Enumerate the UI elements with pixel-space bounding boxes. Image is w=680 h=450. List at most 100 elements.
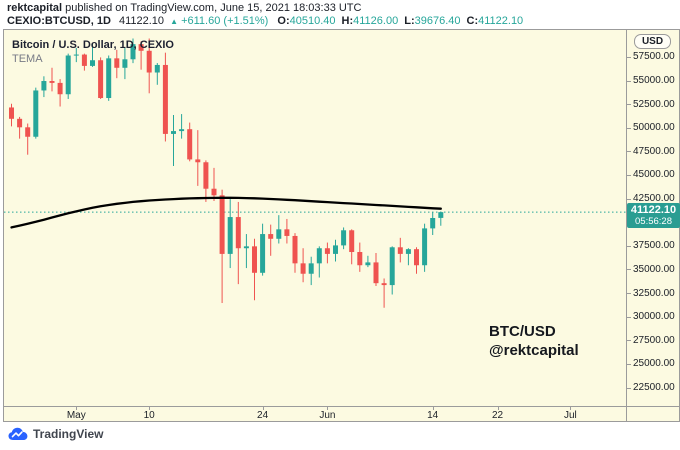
candle-body — [65, 55, 71, 95]
price-tick-mark — [627, 363, 631, 365]
badge-price: 41122.10 — [630, 204, 677, 217]
chart-frame: Bitcoin / U.S. Dollar, 1D, CEXIO TEMA BT… — [3, 29, 680, 422]
time-tick-label: Jul — [563, 410, 577, 421]
candle-body — [57, 82, 63, 95]
price-tick-mark — [627, 151, 631, 153]
price-tick-mark — [627, 80, 631, 82]
candle-body — [268, 234, 274, 239]
candle-body — [211, 188, 217, 196]
ohlc-value: 39676.40 — [414, 15, 461, 27]
candle-body — [73, 54, 79, 56]
time-tick-label: May — [66, 410, 86, 421]
candle-body — [381, 283, 387, 286]
price-tick-mark — [627, 269, 631, 271]
candle-body — [171, 131, 176, 134]
watermark-line1: BTC/USD — [489, 323, 556, 340]
badge-countdown: 05:56:28 — [635, 216, 672, 228]
candle-body — [90, 60, 95, 66]
price-tick-label: 55000.00 — [633, 75, 675, 86]
time-tick-mark — [149, 407, 151, 410]
candle-body — [114, 58, 120, 68]
watermark: BTC/USD @rektcapital — [489, 322, 579, 360]
time-tick-label: 22 — [491, 410, 504, 421]
legend-symbol-title[interactable]: Bitcoin / U.S. Dollar, 1D, CEXIO — [12, 39, 174, 51]
time-tick-label: 10 — [143, 410, 155, 421]
candle-body — [122, 59, 128, 68]
time-tick-mark — [432, 407, 434, 410]
chart-legend: Bitcoin / U.S. Dollar, 1D, CEXIO TEMA — [12, 39, 174, 65]
currency-toggle-button[interactable]: USD — [634, 34, 671, 49]
ohlc-value: 41126.00 — [353, 15, 399, 27]
last-price: 41122.10 — [118, 15, 165, 27]
candle-body — [219, 195, 225, 254]
candle-body — [81, 54, 87, 66]
ohlc-label: O: — [277, 15, 290, 27]
axis-divider-horizontal — [4, 406, 679, 407]
candle-body — [341, 230, 347, 246]
candle-body — [203, 162, 209, 189]
legend-indicator-tema[interactable]: TEMA — [12, 53, 43, 65]
time-axis[interactable]: May 10 24 Jun 14 22 Jul — [4, 407, 626, 423]
price-tick-mark — [627, 245, 631, 247]
up-arrow-icon: ▲ — [170, 17, 179, 26]
candle-body — [146, 50, 152, 73]
candle-body — [187, 129, 193, 160]
price-tick-label: 42500.00 — [633, 193, 675, 205]
current-price-badge: 41122.10 05:56:28 — [627, 203, 680, 229]
time-tick-mark — [497, 407, 499, 410]
price-tick-label: 32500.00 — [633, 287, 675, 299]
tradingview-brand-text: TradingView — [33, 427, 104, 441]
candle-body — [308, 263, 314, 274]
time-tick-mark — [570, 407, 572, 410]
time-tick-mark — [262, 407, 264, 410]
candle-body — [284, 229, 290, 236]
candle-body — [438, 212, 444, 218]
candle-body — [106, 58, 112, 99]
candle-body — [162, 64, 168, 134]
candle-body — [17, 118, 23, 128]
price-tick-mark — [627, 316, 631, 318]
ohlc-label: H: — [341, 15, 354, 27]
candle-body — [33, 90, 39, 137]
price-tick-label: 57500.00 — [633, 51, 675, 63]
price-tick-mark — [627, 293, 631, 295]
attribution-text: published on TradingView.com, June 15, 2… — [62, 2, 362, 14]
price-axis[interactable]: USD 41122.10 05:56:28 57500.00 55000.00 52… — [627, 30, 680, 406]
price-tick-label: 52500.00 — [633, 98, 675, 110]
price-tick-label: 37500.00 — [633, 240, 675, 252]
price-tick-label: 45000.00 — [633, 169, 675, 181]
candle-body — [414, 249, 419, 266]
price-tick-label: 35000.00 — [633, 263, 675, 275]
candle-body — [235, 217, 241, 249]
price-tick-mark — [627, 104, 631, 106]
candle-body — [422, 228, 428, 266]
ohlc-label: L: — [404, 15, 415, 27]
price-tick-label: 27500.00 — [633, 334, 675, 346]
candle-body — [243, 246, 249, 249]
ohlc-readout: O:40510.40 H:41126.00 L:39676.40 C:41122.10 — [271, 15, 523, 27]
candle-body — [397, 247, 403, 254]
time-tick-mark — [327, 407, 329, 410]
price-tick-mark — [627, 387, 631, 389]
candle-body — [324, 248, 330, 254]
attribution-line: rektcapital published on TradingView.com… — [7, 2, 361, 14]
candle-body — [138, 44, 144, 51]
price-change: +611.60 (+1.51%) — [181, 15, 269, 27]
chart-plot-area[interactable] — [4, 30, 626, 406]
candle-body — [316, 248, 322, 264]
candle-body — [9, 107, 14, 119]
price-tick-mark — [627, 340, 631, 342]
candle-body — [333, 245, 338, 254]
price-tick-label: 25000.00 — [633, 358, 675, 370]
candle-body — [300, 263, 306, 274]
candle-body — [260, 234, 266, 273]
footer-brand[interactable]: TradingView — [8, 427, 103, 441]
candle-body — [154, 64, 160, 73]
symbol-name: CEXIO:BTCUSD, 1D — [7, 15, 111, 27]
candle-body — [130, 44, 136, 60]
time-tick-label: Jun — [319, 410, 336, 421]
time-tick-label: 14 — [427, 410, 439, 421]
axis-divider-vertical — [626, 30, 627, 421]
candle-body — [41, 81, 47, 91]
